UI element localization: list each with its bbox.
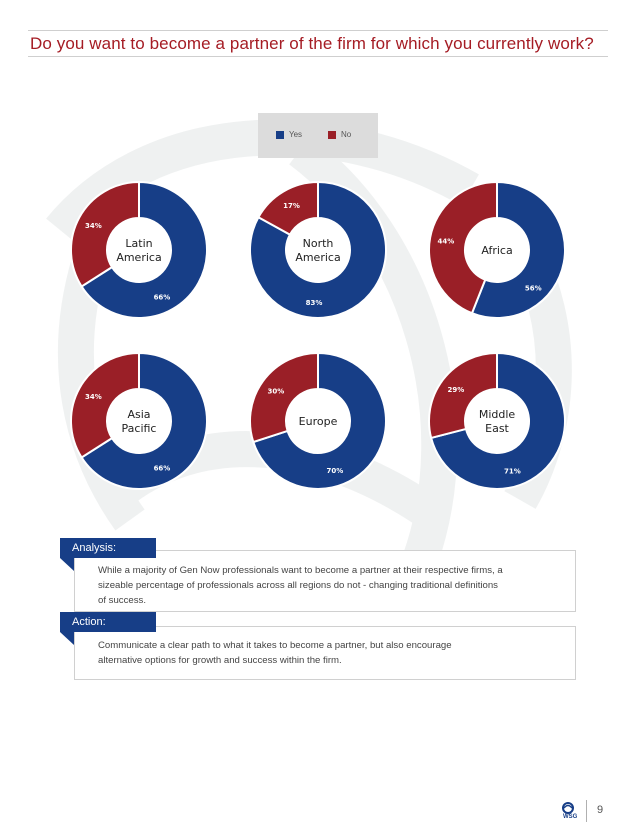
region-label: Pacific — [122, 422, 157, 435]
data-label-yes: 66% — [154, 465, 171, 473]
region-label: Africa — [481, 244, 512, 257]
action-heading: Action: — [60, 612, 156, 632]
region-label: Latin — [125, 237, 152, 250]
region-label: America — [295, 251, 340, 264]
region-label: America — [116, 251, 161, 264]
legend-swatch-no — [328, 130, 336, 139]
region-label: Europe — [299, 415, 338, 428]
data-label-yes: 83% — [306, 299, 323, 307]
data-label-no: 17% — [283, 202, 300, 210]
legend-label-yes: Yes — [289, 130, 303, 139]
analysis-box — [74, 550, 576, 612]
data-label-no: 34% — [85, 393, 102, 401]
analysis-line: sizeable percentage of professionals acr… — [98, 580, 498, 591]
wsg-logo-icon — [562, 802, 574, 814]
donut-hole — [107, 218, 171, 282]
donut-hole — [465, 218, 529, 282]
data-label-yes: 71% — [504, 468, 521, 476]
top-rule — [28, 30, 608, 31]
analysis-text: While a majority of Gen Now professional… — [98, 563, 568, 608]
donut-hole — [286, 218, 350, 282]
action-tab-fold — [60, 632, 74, 645]
donut-chart — [249, 180, 387, 319]
action-line: alternative options for growth and succe… — [98, 655, 342, 666]
data-label-no: 29% — [448, 386, 465, 394]
donut-chart — [70, 351, 208, 490]
data-label-no: 34% — [85, 222, 102, 230]
chart-legend: Yes No — [258, 113, 378, 158]
logo-text: WSG — [563, 814, 578, 820]
page-number: 9 — [597, 804, 604, 816]
data-label-no: 30% — [268, 387, 285, 395]
data-label-no: 44% — [438, 237, 455, 245]
legend-item-no: No — [328, 130, 351, 139]
legend-item-yes: Yes — [276, 130, 302, 139]
donut-chart — [428, 351, 566, 490]
analysis-line: of success. — [98, 595, 146, 606]
data-label-yes: 70% — [327, 467, 344, 475]
region-label: East — [485, 422, 509, 435]
donut-hole — [107, 389, 171, 453]
action-line: Communicate a clear path to what it take… — [98, 640, 452, 651]
analysis-tab-fold — [60, 558, 74, 571]
region-label: North — [303, 237, 334, 250]
analysis-line: While a majority of Gen Now professional… — [98, 565, 503, 576]
donut-chart — [249, 351, 387, 490]
region-label: Middle — [479, 408, 516, 421]
action-box — [74, 626, 576, 680]
donut-hole — [465, 389, 529, 453]
donut-chart — [428, 180, 566, 319]
data-label-yes: 66% — [154, 294, 171, 302]
analysis-heading: Analysis: — [60, 538, 156, 558]
data-label-yes: 56% — [525, 284, 542, 292]
donut-hole — [286, 389, 350, 453]
donut-chart — [70, 180, 208, 319]
footer-divider — [586, 800, 587, 822]
region-label: Asia — [127, 408, 150, 421]
legend-label-no: No — [341, 130, 352, 139]
action-text: Communicate a clear path to what it take… — [98, 638, 568, 668]
page-title: Do you want to become a partner of the f… — [30, 34, 594, 53]
title-underline — [28, 56, 608, 57]
legend-swatch-yes — [276, 130, 284, 139]
